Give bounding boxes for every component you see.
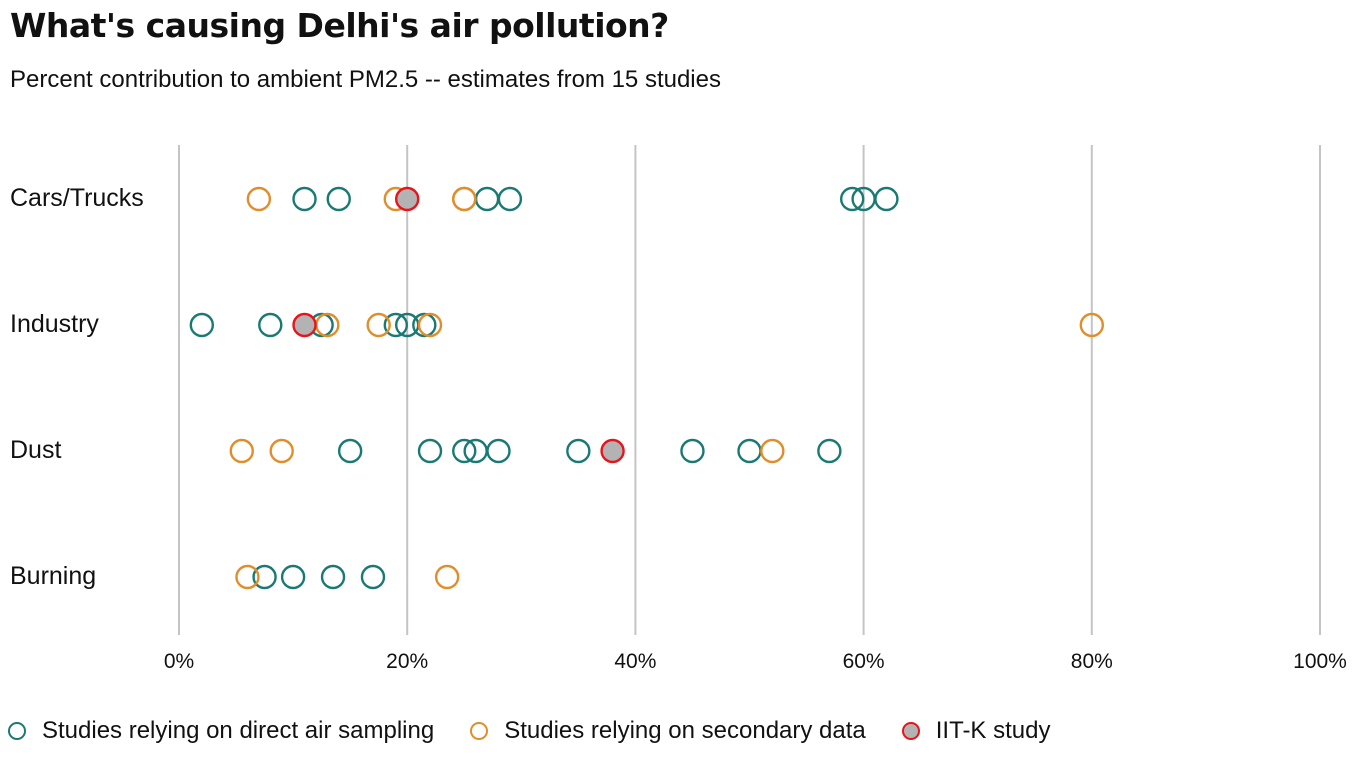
data-point-secondary [436, 566, 458, 588]
legend-swatch-secondary [470, 722, 488, 740]
data-point-secondary [453, 188, 475, 210]
data-point-direct [413, 314, 435, 336]
x-tick-label: 100% [1293, 650, 1347, 673]
dot-plot-chart: 0% 20% 40% 60% 80% 100% Cars/Trucks Industry Dus… [0, 0, 1360, 700]
data-point-direct [875, 188, 897, 210]
data-point-secondary [236, 566, 258, 588]
data-point-direct [191, 314, 213, 336]
category-label: Cars/Trucks [10, 184, 144, 212]
data-point-iitk [602, 440, 624, 462]
data-point-secondary [231, 440, 253, 462]
x-tick-label: 0% [164, 650, 194, 673]
data-point-secondary [368, 314, 390, 336]
category-label: Dust [10, 436, 61, 464]
data-point-secondary [248, 188, 270, 210]
legend-item-secondary: Studies relying on secondary data [470, 717, 866, 745]
legend-swatch-iitk [902, 722, 920, 740]
legend-label-direct: Studies relying on direct air sampling [42, 717, 434, 745]
data-point-secondary [419, 314, 441, 336]
data-point-secondary [316, 314, 338, 336]
data-point-direct [419, 440, 441, 462]
data-point-iitk [396, 188, 418, 210]
data-point-direct [681, 440, 703, 462]
category-label: Burning [10, 562, 96, 590]
data-point-direct [818, 440, 840, 462]
data-point-direct [339, 440, 361, 462]
data-point-direct [294, 188, 316, 210]
data-point-secondary [761, 440, 783, 462]
data-point-direct [259, 314, 281, 336]
data-point-direct [567, 440, 589, 462]
x-tick-label: 40% [614, 650, 656, 673]
data-point-direct [282, 566, 304, 588]
data-point-direct [739, 440, 761, 462]
legend-label-secondary: Studies relying on secondary data [504, 717, 866, 745]
legend-item-iitk: IIT-K study [902, 717, 1051, 745]
x-tick-label: 60% [843, 650, 885, 673]
data-point-direct [328, 188, 350, 210]
x-tick-label: 20% [386, 650, 428, 673]
data-point-direct [499, 188, 521, 210]
legend-label-iitk: IIT-K study [936, 717, 1051, 745]
data-point-direct [476, 188, 498, 210]
category-label: Industry [10, 310, 99, 338]
data-point-secondary [271, 440, 293, 462]
legend-swatch-direct [8, 722, 26, 740]
data-point-iitk [294, 314, 316, 336]
data-point-direct [487, 440, 509, 462]
x-tick-label: 80% [1071, 650, 1113, 673]
legend: Studies relying on direct air sampling S… [8, 717, 1086, 745]
data-point-direct [362, 566, 384, 588]
legend-item-direct: Studies relying on direct air sampling [8, 717, 434, 745]
data-point-direct [322, 566, 344, 588]
